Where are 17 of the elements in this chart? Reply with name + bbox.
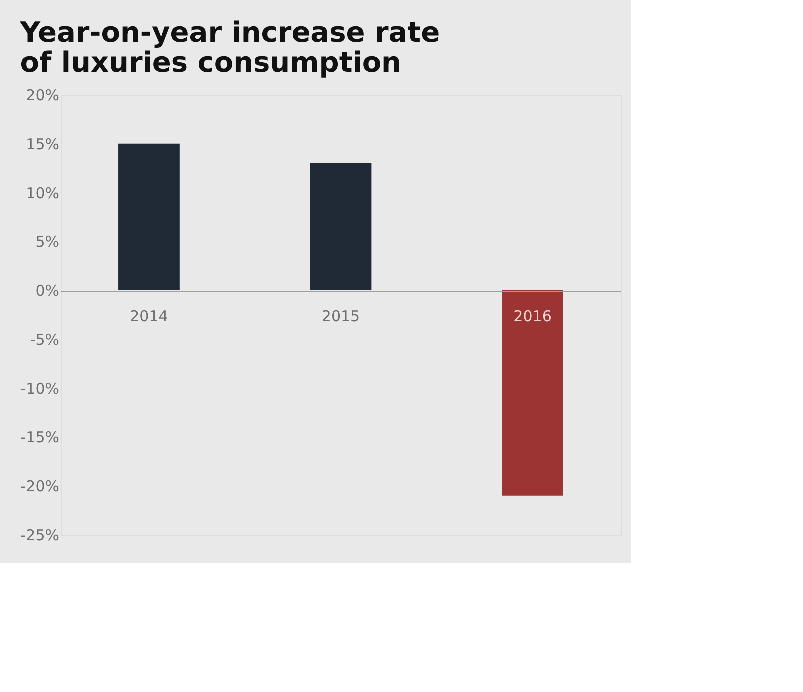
y-tick-label: -10% <box>20 380 60 398</box>
y-tick-label: 5% <box>36 233 60 252</box>
bar <box>310 163 372 291</box>
y-tick-label: 10% <box>26 184 60 202</box>
y-tick-label: 20% <box>26 86 60 104</box>
x-tick-label: 2016 <box>514 308 552 326</box>
text: Year-on-year increase rate <box>20 16 440 49</box>
y-tick-label: -5% <box>30 330 60 349</box>
x-tick-label: 2015 <box>322 308 360 326</box>
y-tick-label: -15% <box>20 428 60 447</box>
bar <box>118 144 180 291</box>
x-tick-label: 2014 <box>130 308 168 326</box>
y-tick-label: -25% <box>20 526 60 544</box>
y-tick-label: 0% <box>36 282 60 300</box>
y-tick-label: 15% <box>26 135 60 154</box>
bar <box>502 290 564 496</box>
y-tick-label: -20% <box>20 478 60 496</box>
